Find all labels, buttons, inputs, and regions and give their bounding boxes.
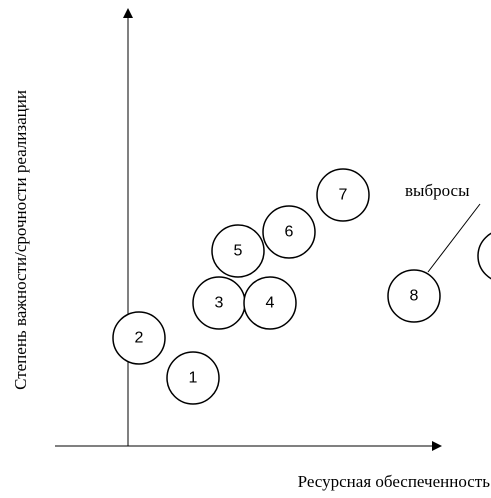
- outlier-circle: [477, 232, 491, 280]
- node-label: 2: [135, 330, 144, 347]
- node-circle: [387, 269, 441, 323]
- nodes: 1 2 3 4 5 6 7 8: [112, 168, 441, 405]
- node-label: 3: [215, 295, 224, 312]
- node-label: 5: [234, 243, 243, 260]
- y-axis-label: Степень важности/срочности реализации: [11, 90, 30, 390]
- node-circle: [112, 311, 166, 365]
- node-label: 1: [189, 370, 198, 387]
- node-circle: [211, 224, 265, 278]
- node-label: 7: [339, 187, 348, 204]
- annotation: выбросы: [405, 181, 470, 200]
- node-circle: [316, 168, 370, 222]
- node-label: 6: [285, 224, 294, 241]
- node-circle: [243, 276, 297, 330]
- annotation-line: [427, 203, 481, 273]
- node-label: 8: [410, 288, 419, 305]
- node-circle: [166, 351, 220, 405]
- node-label: 4: [266, 295, 275, 312]
- x-axis-label: Ресурсная обеспеченность: [298, 472, 491, 491]
- node-circle: [262, 205, 316, 259]
